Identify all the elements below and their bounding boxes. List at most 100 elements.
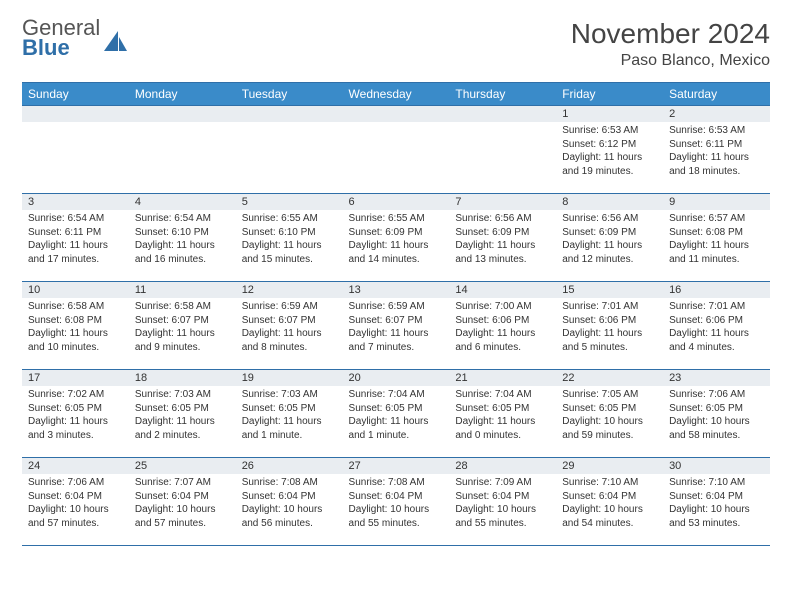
day-details: Sunrise: 6:58 AM Sunset: 6:08 PM Dayligh…: [22, 298, 129, 358]
day-number: 4: [129, 194, 236, 210]
calendar-day-cell: 19Sunrise: 7:03 AM Sunset: 6:05 PM Dayli…: [236, 370, 343, 458]
page-header: General Blue November 2024 Paso Blanco, …: [22, 18, 770, 70]
day-number: 14: [449, 282, 556, 298]
calendar-day-cell: 24Sunrise: 7:06 AM Sunset: 6:04 PM Dayli…: [22, 458, 129, 546]
month-title: November 2024: [571, 18, 770, 50]
day-details: Sunrise: 6:56 AM Sunset: 6:09 PM Dayligh…: [556, 210, 663, 270]
day-details: Sunrise: 6:54 AM Sunset: 6:10 PM Dayligh…: [129, 210, 236, 270]
day-number: 12: [236, 282, 343, 298]
day-number: 6: [343, 194, 450, 210]
day-details: Sunrise: 6:55 AM Sunset: 6:09 PM Dayligh…: [343, 210, 450, 270]
day-details: Sunrise: 7:07 AM Sunset: 6:04 PM Dayligh…: [129, 474, 236, 534]
day-details: Sunrise: 6:59 AM Sunset: 6:07 PM Dayligh…: [343, 298, 450, 358]
day-details: Sunrise: 7:02 AM Sunset: 6:05 PM Dayligh…: [22, 386, 129, 446]
day-details: Sunrise: 6:55 AM Sunset: 6:10 PM Dayligh…: [236, 210, 343, 270]
calendar-day-cell: 14Sunrise: 7:00 AM Sunset: 6:06 PM Dayli…: [449, 282, 556, 370]
calendar-day-cell: 10Sunrise: 6:58 AM Sunset: 6:08 PM Dayli…: [22, 282, 129, 370]
calendar-week-row: 1Sunrise: 6:53 AM Sunset: 6:12 PM Daylig…: [22, 106, 770, 194]
day-number: 3: [22, 194, 129, 210]
day-number: 22: [556, 370, 663, 386]
logo-blue-text: Blue: [22, 35, 70, 60]
day-details: Sunrise: 6:56 AM Sunset: 6:09 PM Dayligh…: [449, 210, 556, 270]
calendar-week-row: 17Sunrise: 7:02 AM Sunset: 6:05 PM Dayli…: [22, 370, 770, 458]
day-details: Sunrise: 6:59 AM Sunset: 6:07 PM Dayligh…: [236, 298, 343, 358]
weekday-header: Tuesday: [236, 83, 343, 106]
calendar-day-cell: 27Sunrise: 7:08 AM Sunset: 6:04 PM Dayli…: [343, 458, 450, 546]
day-details: Sunrise: 7:10 AM Sunset: 6:04 PM Dayligh…: [556, 474, 663, 534]
calendar-day-cell: 26Sunrise: 7:08 AM Sunset: 6:04 PM Dayli…: [236, 458, 343, 546]
day-number: 24: [22, 458, 129, 474]
weekday-header: Saturday: [663, 83, 770, 106]
day-number: 10: [22, 282, 129, 298]
calendar-day-cell: 5Sunrise: 6:55 AM Sunset: 6:10 PM Daylig…: [236, 194, 343, 282]
day-details: Sunrise: 7:01 AM Sunset: 6:06 PM Dayligh…: [663, 298, 770, 358]
day-number: 23: [663, 370, 770, 386]
calendar-day-cell: 18Sunrise: 7:03 AM Sunset: 6:05 PM Dayli…: [129, 370, 236, 458]
day-details: Sunrise: 6:57 AM Sunset: 6:08 PM Dayligh…: [663, 210, 770, 270]
logo-line2: Blue: [22, 38, 100, 58]
day-number: 28: [449, 458, 556, 474]
weekday-header: Friday: [556, 83, 663, 106]
day-number: 29: [556, 458, 663, 474]
calendar-day-cell: 28Sunrise: 7:09 AM Sunset: 6:04 PM Dayli…: [449, 458, 556, 546]
calendar-day-cell: [129, 106, 236, 194]
day-number: [343, 106, 450, 122]
calendar-day-cell: 9Sunrise: 6:57 AM Sunset: 6:08 PM Daylig…: [663, 194, 770, 282]
calendar-day-cell: 15Sunrise: 7:01 AM Sunset: 6:06 PM Dayli…: [556, 282, 663, 370]
day-details: Sunrise: 7:06 AM Sunset: 6:04 PM Dayligh…: [22, 474, 129, 534]
day-details: Sunrise: 7:10 AM Sunset: 6:04 PM Dayligh…: [663, 474, 770, 534]
weekday-header: Wednesday: [343, 83, 450, 106]
calendar-day-cell: 21Sunrise: 7:04 AM Sunset: 6:05 PM Dayli…: [449, 370, 556, 458]
calendar-table: Sunday Monday Tuesday Wednesday Thursday…: [22, 82, 770, 546]
weekday-header: Thursday: [449, 83, 556, 106]
calendar-body: 1Sunrise: 6:53 AM Sunset: 6:12 PM Daylig…: [22, 106, 770, 546]
day-number: [22, 106, 129, 122]
day-number: 21: [449, 370, 556, 386]
day-number: 9: [663, 194, 770, 210]
calendar-day-cell: 7Sunrise: 6:56 AM Sunset: 6:09 PM Daylig…: [449, 194, 556, 282]
day-details: Sunrise: 7:01 AM Sunset: 6:06 PM Dayligh…: [556, 298, 663, 358]
day-number: 17: [22, 370, 129, 386]
calendar-day-cell: [449, 106, 556, 194]
calendar-day-cell: 23Sunrise: 7:06 AM Sunset: 6:05 PM Dayli…: [663, 370, 770, 458]
day-number: 8: [556, 194, 663, 210]
calendar-week-row: 3Sunrise: 6:54 AM Sunset: 6:11 PM Daylig…: [22, 194, 770, 282]
logo: General Blue: [22, 18, 128, 58]
day-number: 26: [236, 458, 343, 474]
day-number: [129, 106, 236, 122]
day-number: 5: [236, 194, 343, 210]
calendar-day-cell: [236, 106, 343, 194]
day-details: Sunrise: 7:06 AM Sunset: 6:05 PM Dayligh…: [663, 386, 770, 446]
day-number: 2: [663, 106, 770, 122]
weekday-header-row: Sunday Monday Tuesday Wednesday Thursday…: [22, 83, 770, 106]
calendar-day-cell: 1Sunrise: 6:53 AM Sunset: 6:12 PM Daylig…: [556, 106, 663, 194]
day-number: 15: [556, 282, 663, 298]
day-number: 1: [556, 106, 663, 122]
title-block: November 2024 Paso Blanco, Mexico: [571, 18, 770, 70]
day-number: 27: [343, 458, 450, 474]
weekday-header: Sunday: [22, 83, 129, 106]
day-details: Sunrise: 7:04 AM Sunset: 6:05 PM Dayligh…: [343, 386, 450, 446]
day-details: Sunrise: 6:53 AM Sunset: 6:12 PM Dayligh…: [556, 122, 663, 182]
calendar-day-cell: 2Sunrise: 6:53 AM Sunset: 6:11 PM Daylig…: [663, 106, 770, 194]
day-number: 7: [449, 194, 556, 210]
logo-sail-icon: [104, 31, 128, 56]
location-label: Paso Blanco, Mexico: [571, 52, 770, 70]
day-number: 19: [236, 370, 343, 386]
weekday-header: Monday: [129, 83, 236, 106]
calendar-week-row: 24Sunrise: 7:06 AM Sunset: 6:04 PM Dayli…: [22, 458, 770, 546]
day-number: [236, 106, 343, 122]
day-details: Sunrise: 7:05 AM Sunset: 6:05 PM Dayligh…: [556, 386, 663, 446]
day-details: Sunrise: 7:00 AM Sunset: 6:06 PM Dayligh…: [449, 298, 556, 358]
day-details: Sunrise: 6:53 AM Sunset: 6:11 PM Dayligh…: [663, 122, 770, 182]
calendar-day-cell: [22, 106, 129, 194]
day-details: Sunrise: 7:08 AM Sunset: 6:04 PM Dayligh…: [343, 474, 450, 534]
day-number: 30: [663, 458, 770, 474]
day-number: [449, 106, 556, 122]
day-number: 25: [129, 458, 236, 474]
calendar-day-cell: 17Sunrise: 7:02 AM Sunset: 6:05 PM Dayli…: [22, 370, 129, 458]
calendar-day-cell: 13Sunrise: 6:59 AM Sunset: 6:07 PM Dayli…: [343, 282, 450, 370]
day-number: 20: [343, 370, 450, 386]
day-number: 16: [663, 282, 770, 298]
day-details: Sunrise: 6:54 AM Sunset: 6:11 PM Dayligh…: [22, 210, 129, 270]
